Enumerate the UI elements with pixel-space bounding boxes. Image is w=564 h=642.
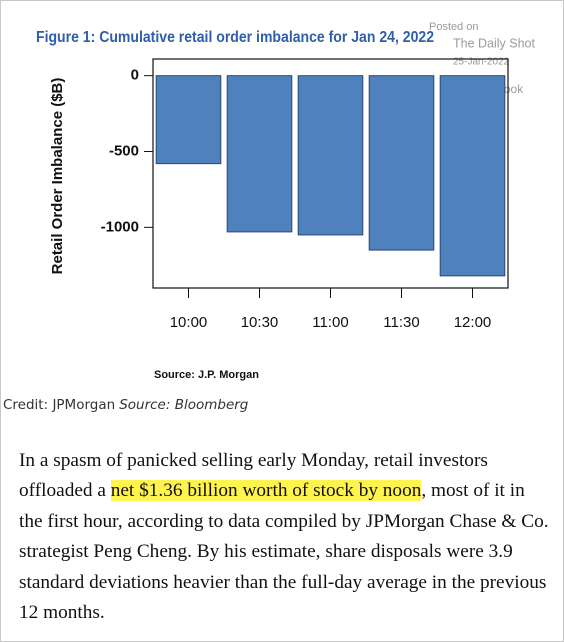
chart: Figure 1: Cumulative retail order imbala… bbox=[36, 21, 536, 381]
text: In a spasm of panicked selling early Mon… bbox=[19, 450, 488, 502]
bar bbox=[368, 75, 435, 251]
y-tick-label: -500 bbox=[109, 142, 139, 159]
bar bbox=[155, 75, 222, 165]
x-tick-label: 11:00 bbox=[312, 314, 348, 331]
source: Source: J.P. Morgan bbox=[154, 369, 259, 381]
x-tick-label: 11:30 bbox=[383, 314, 419, 331]
bar bbox=[226, 75, 293, 233]
watermark: Posted on bbox=[429, 21, 479, 33]
x-tick-label: 10:30 bbox=[241, 314, 279, 331]
credit: Credit: JPMorgan Source: Bloomberg bbox=[3, 397, 248, 413]
y-tick-label: 0 bbox=[131, 67, 139, 84]
credit-source: Source: Bloomberg bbox=[119, 397, 249, 413]
x-tick-label: 12:00 bbox=[454, 314, 492, 331]
highlight: net $1.36 billion worth of stock by noon bbox=[110, 480, 422, 502]
bar bbox=[439, 75, 506, 277]
watermark: The Daily Shot bbox=[453, 36, 536, 50]
chart-title: Figure 1: Cumulative retail order imbala… bbox=[36, 29, 434, 46]
y-tick-label: -1000 bbox=[101, 218, 139, 235]
y-axis-label: Retail Order Imbalance ($B) bbox=[49, 78, 66, 275]
text: , most of it in the first hour, accordin… bbox=[19, 480, 549, 624]
watermark: 25-Jan-2022 bbox=[453, 57, 510, 68]
x-tick-label: 10:00 bbox=[170, 314, 208, 331]
article-paragraph: In a spasm of panicked selling early Mon… bbox=[19, 446, 549, 628]
credit-label: Credit: JPMorgan bbox=[3, 397, 116, 413]
bar bbox=[297, 75, 364, 236]
